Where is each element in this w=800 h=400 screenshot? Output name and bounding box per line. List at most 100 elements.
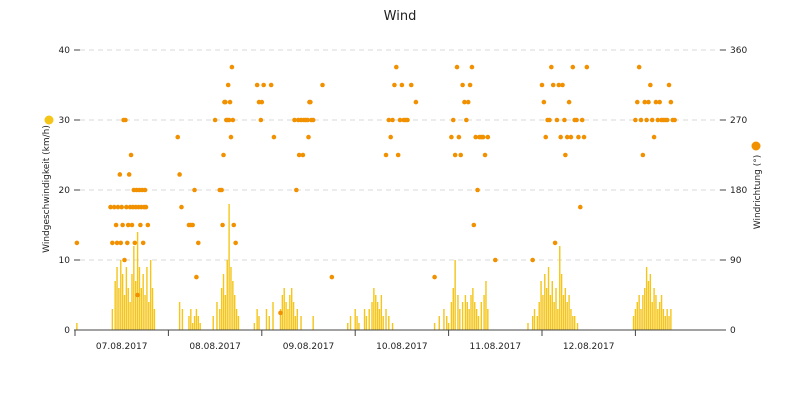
direction-point bbox=[664, 117, 670, 123]
speed-bar bbox=[573, 316, 576, 330]
direction-point bbox=[123, 117, 128, 123]
direction-point bbox=[125, 222, 131, 228]
speed-bar bbox=[253, 323, 256, 330]
speed-bar bbox=[228, 204, 230, 330]
direction-point bbox=[268, 82, 274, 88]
direction-point bbox=[294, 187, 299, 193]
speed-bar bbox=[371, 302, 373, 330]
speed-bar bbox=[272, 302, 274, 330]
direction-point bbox=[113, 222, 119, 228]
speed-bar bbox=[645, 267, 648, 330]
speed-bar bbox=[653, 288, 655, 330]
speed-bar bbox=[483, 295, 485, 330]
speed-bar bbox=[438, 316, 440, 330]
speed-bar bbox=[258, 316, 260, 330]
speed-bar bbox=[559, 246, 561, 330]
speed-bar bbox=[531, 316, 534, 330]
direction-point bbox=[390, 117, 395, 123]
direction-point bbox=[413, 99, 419, 105]
speed-bar bbox=[111, 309, 114, 330]
direction-point bbox=[124, 204, 129, 210]
direction-point bbox=[469, 64, 475, 70]
speed-bar bbox=[647, 281, 650, 330]
direction-point bbox=[456, 134, 462, 140]
direction-point bbox=[554, 117, 560, 123]
direction-point bbox=[392, 82, 397, 88]
direction-point bbox=[462, 99, 467, 105]
direction-point bbox=[579, 117, 585, 123]
speed-bar bbox=[651, 302, 653, 330]
date-tick-labels: 07.08.2017 08.08.2017 09.08.2017 10.08.2017… bbox=[74, 330, 636, 352]
direction-point bbox=[458, 152, 464, 158]
speed-bar bbox=[570, 309, 572, 330]
direction-legend-icon bbox=[751, 141, 761, 151]
speed-bar bbox=[289, 295, 291, 330]
direction-point bbox=[636, 64, 642, 70]
speed-bar bbox=[142, 274, 144, 330]
right-tick-label: 180 bbox=[730, 186, 747, 196]
direction-point bbox=[122, 257, 127, 263]
speed-bar bbox=[566, 302, 568, 330]
speed-bar bbox=[538, 302, 540, 330]
direction-point bbox=[278, 310, 283, 316]
speed-bar bbox=[568, 295, 570, 330]
speed-bar bbox=[657, 309, 659, 330]
direction-point bbox=[642, 99, 648, 105]
speed-bar bbox=[300, 316, 302, 330]
speed-bar bbox=[564, 288, 567, 330]
speed-bar bbox=[153, 309, 156, 330]
speed-bar bbox=[572, 316, 574, 330]
speed-bar bbox=[193, 316, 196, 330]
speed-bar bbox=[120, 260, 122, 330]
speed-bar bbox=[549, 295, 552, 330]
direction-point bbox=[475, 187, 480, 193]
date-label: 08.08.2017 bbox=[189, 342, 241, 352]
direction-point bbox=[115, 204, 121, 210]
speed-bar bbox=[151, 288, 154, 330]
speed-bar bbox=[555, 288, 557, 330]
speed-bar bbox=[121, 274, 124, 330]
direction-point bbox=[175, 134, 181, 140]
speed-bar bbox=[216, 302, 218, 330]
left-tick-label: 20 bbox=[59, 186, 71, 196]
direction-point bbox=[126, 172, 132, 177]
speed-bar bbox=[461, 302, 464, 330]
direction-point bbox=[118, 240, 124, 246]
speed-bar bbox=[466, 302, 468, 330]
speed-bar bbox=[133, 246, 135, 330]
speed-bar bbox=[191, 323, 194, 330]
speed-bar bbox=[226, 260, 228, 330]
direction-point bbox=[646, 99, 651, 105]
direction-point bbox=[471, 222, 477, 228]
direction-point bbox=[541, 99, 547, 105]
direction-point bbox=[547, 117, 552, 123]
speed-bar bbox=[547, 267, 550, 330]
direction-point bbox=[568, 134, 574, 140]
direction-point bbox=[550, 82, 556, 88]
speed-bar bbox=[527, 323, 529, 330]
speed-bar bbox=[294, 316, 297, 330]
speed-bar bbox=[114, 281, 116, 330]
direction-point bbox=[194, 274, 199, 280]
direction-point bbox=[480, 134, 486, 140]
speed-bar bbox=[658, 302, 661, 330]
speed-bar bbox=[237, 316, 240, 330]
speed-bar bbox=[636, 302, 638, 330]
direction-point bbox=[397, 117, 403, 123]
speed-bar bbox=[485, 281, 487, 330]
direction-point bbox=[570, 64, 576, 70]
direction-point bbox=[574, 117, 579, 123]
direction-point bbox=[111, 204, 117, 210]
direction-point bbox=[449, 134, 454, 140]
speed-bar bbox=[662, 309, 665, 330]
direction-point bbox=[228, 134, 234, 140]
speed-bar bbox=[125, 267, 128, 330]
direction-point bbox=[485, 134, 491, 140]
direction-point bbox=[452, 152, 458, 158]
speed-bar bbox=[388, 316, 390, 330]
speed-bars bbox=[76, 204, 672, 330]
speed-bar bbox=[312, 316, 314, 330]
speed-bar bbox=[220, 288, 223, 330]
direction-point bbox=[229, 64, 235, 70]
